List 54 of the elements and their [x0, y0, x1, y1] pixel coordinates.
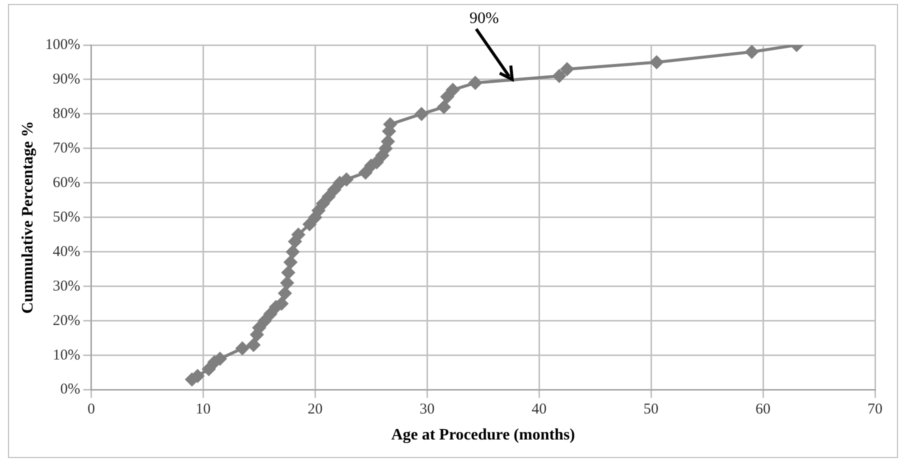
x-tick-label: 0: [87, 402, 95, 418]
x-tick-label: 70: [868, 402, 882, 418]
y-tick-label: 100%: [45, 36, 80, 53]
y-tick-label: 40%: [52, 244, 80, 260]
point: [275, 297, 288, 310]
point: [236, 342, 249, 355]
point: [440, 90, 454, 104]
point: [286, 245, 300, 258]
point: [284, 256, 298, 269]
y-tick-label: 90%: [52, 71, 80, 88]
point: [381, 135, 394, 148]
point: [278, 286, 292, 300]
point: [202, 362, 216, 376]
point: [322, 190, 336, 204]
point: [340, 172, 353, 186]
y-tick-label: 20%: [52, 312, 80, 329]
point: [191, 370, 204, 383]
y-tick-label: 70%: [52, 140, 80, 156]
point: [370, 156, 384, 169]
y-tick-label: 30%: [52, 278, 80, 294]
point: [316, 197, 330, 210]
point: [359, 166, 372, 180]
point: [292, 228, 305, 242]
point: [252, 321, 266, 334]
point: [280, 276, 294, 290]
point: [312, 204, 325, 218]
x-tick-label: 30: [420, 402, 435, 418]
point: [303, 218, 316, 231]
y-tick-label: 50%: [52, 209, 80, 226]
y-tick-label: 0%: [60, 382, 80, 398]
point: [446, 83, 460, 96]
x-axis-title: Age at Procedure (months): [391, 426, 576, 444]
point: [468, 76, 482, 90]
x-tick-label: 60: [756, 402, 771, 418]
point: [650, 56, 664, 69]
point: [415, 107, 428, 120]
point: [328, 183, 341, 196]
point: [258, 314, 272, 328]
y-tick-label: 10%: [52, 347, 80, 364]
point: [247, 338, 260, 352]
point: [560, 62, 574, 76]
y-tick-label: 60%: [52, 174, 80, 191]
point: [552, 70, 566, 83]
point: [264, 307, 277, 320]
annotation: 90%: [470, 10, 499, 28]
point: [745, 45, 758, 58]
x-tick-label: 50: [644, 402, 659, 418]
point: [282, 266, 295, 280]
y-axis-title: Cummulative Percentage %: [20, 121, 37, 314]
x-tick-label: 40: [532, 402, 547, 418]
x-tick-label: 10: [196, 402, 211, 418]
point: [437, 100, 450, 114]
y-tick-label: 80%: [52, 106, 80, 122]
x-tick-label: 20: [308, 402, 323, 418]
